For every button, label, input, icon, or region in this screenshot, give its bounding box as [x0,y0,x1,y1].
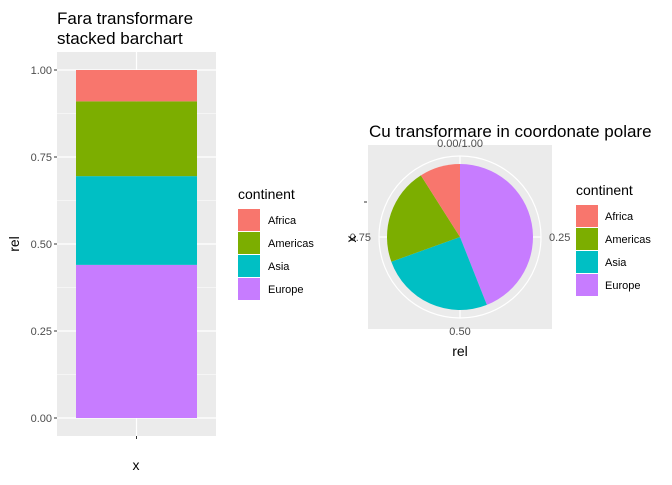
legend-key-asia [238,255,260,277]
legend-label-americas: Americas [268,238,314,250]
bar-legend: Africa Americas Asia Europe [238,209,314,300]
legend-label-asia: Asia [605,257,627,269]
bar-segment-africa [76,70,197,102]
bar-chart-title-line-1: Fara transformare [57,9,193,28]
legend-label-asia: Asia [268,261,290,273]
legend-label-europe: Europe [268,284,303,296]
bar-x-axis-title: x [133,457,140,473]
pie-slice-europe [460,164,533,305]
pie-theta-axis: 0.00/1.00 0.25 0.50 0.75 [350,138,571,338]
pie-slice-asia [391,237,487,310]
pie-legend-title: continent [576,182,633,198]
bar-chart: Fara transformare stacked barchart 0.000… [6,9,314,473]
bar-marks [76,70,197,418]
legend-label-africa: Africa [268,215,297,227]
legend-key-americas [238,232,260,254]
legend-key-americas [576,228,598,250]
legend-key-asia [576,251,598,273]
bar-segment-asia [76,176,197,265]
pie-y-axis-title: x [343,236,359,243]
bar-chart-title-line-2: stacked barchart [57,29,183,48]
bar-y-tick-label: 1.00 [31,65,52,77]
bar-segment-americas [76,101,197,177]
bar-y-axis: 0.00 0.25 0.50 0.75 1.00 [31,65,57,425]
pie-theta-tick-label: 0.00/1.00 [437,138,483,150]
legend-key-africa [576,205,598,227]
legend-label-africa: Africa [605,211,634,223]
pie-slice-americas [387,175,460,262]
pie-x-axis-title: rel [452,343,468,359]
legend-key-europe [238,278,260,300]
bar-y-tick-label: 0.50 [31,239,52,251]
pie-legend: Africa Americas Asia Europe [576,205,651,296]
bar-legend-title: continent [238,186,295,202]
bar-y-tick-label: 0.75 [31,152,52,164]
legend-key-europe [576,274,598,296]
pie-theta-tick-label: 0.50 [449,326,470,338]
legend-label-americas: Americas [605,234,651,246]
pie-theta-tick-label: 0.75 [350,232,371,244]
pie-chart: Cu transformare in coordonate polare 0.0… [343,122,652,359]
bar-y-tick-label: 0.25 [31,326,52,338]
bar-y-axis-title: rel [6,236,22,252]
pie-theta-tick-label: 0.25 [549,232,570,244]
pie-slices [387,164,533,310]
bar-y-tick-label: 0.00 [31,413,52,425]
legend-label-europe: Europe [605,280,640,292]
legend-key-africa [238,209,260,231]
pie-slice-africa [420,164,460,237]
bar-segment-europe [76,264,197,418]
pie-chart-title: Cu transformare in coordonate polare [369,122,652,141]
